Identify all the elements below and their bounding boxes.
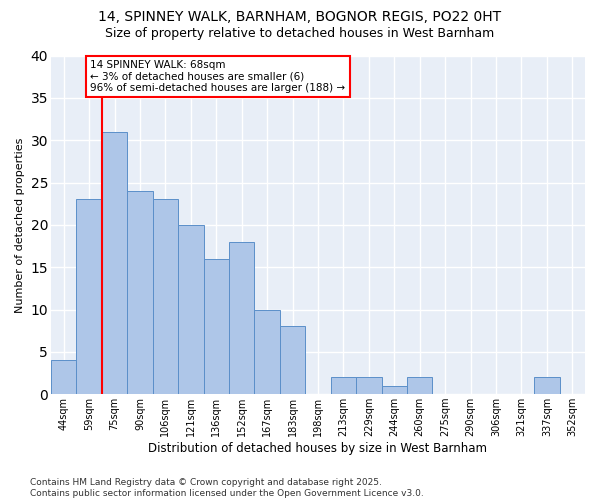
Bar [331, 377, 356, 394]
Bar [152, 200, 178, 394]
Text: Contains HM Land Registry data © Crown copyright and database right 2025.
Contai: Contains HM Land Registry data © Crown c… [30, 478, 424, 498]
Bar [51, 360, 76, 394]
X-axis label: Distribution of detached houses by size in West Barnham: Distribution of detached houses by size … [148, 442, 487, 455]
Bar [356, 377, 382, 394]
Bar [102, 132, 127, 394]
Bar [280, 326, 305, 394]
Bar [254, 310, 280, 394]
Text: Size of property relative to detached houses in West Barnham: Size of property relative to detached ho… [106, 28, 494, 40]
Text: 14 SPINNEY WALK: 68sqm
← 3% of detached houses are smaller (6)
96% of semi-detac: 14 SPINNEY WALK: 68sqm ← 3% of detached … [91, 60, 346, 93]
Bar [203, 258, 229, 394]
Bar [407, 377, 433, 394]
Bar [127, 191, 152, 394]
Bar [534, 377, 560, 394]
Bar [178, 225, 203, 394]
Bar [382, 386, 407, 394]
Y-axis label: Number of detached properties: Number of detached properties [15, 137, 25, 312]
Bar [229, 242, 254, 394]
Text: 14, SPINNEY WALK, BARNHAM, BOGNOR REGIS, PO22 0HT: 14, SPINNEY WALK, BARNHAM, BOGNOR REGIS,… [98, 10, 502, 24]
Bar [76, 200, 102, 394]
